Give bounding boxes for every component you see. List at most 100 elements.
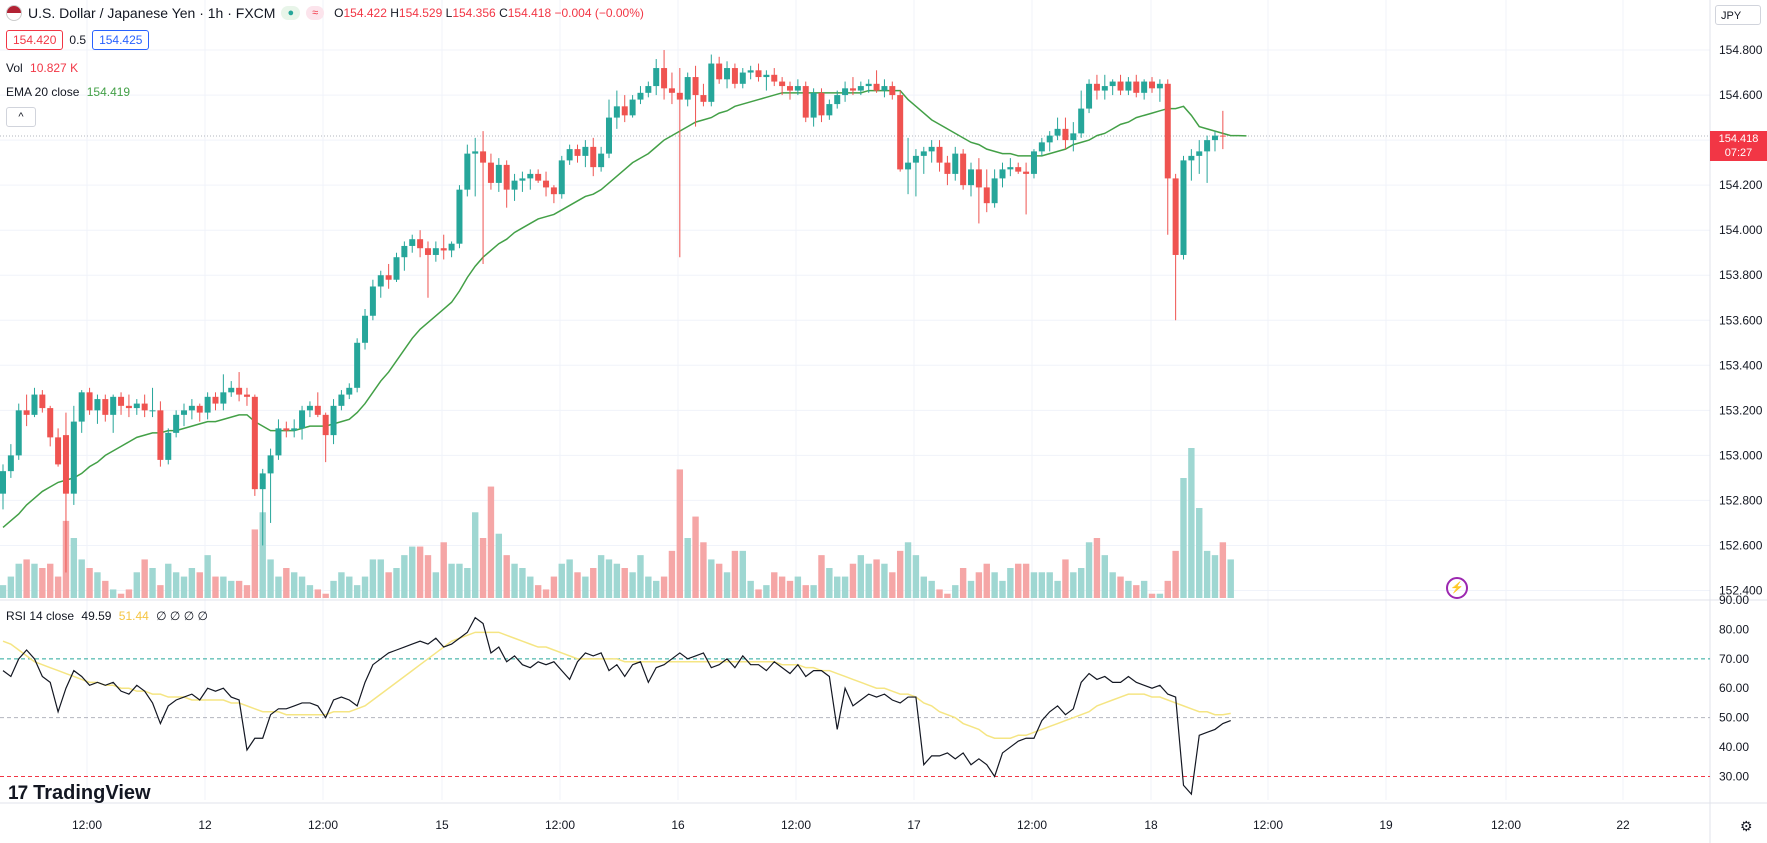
- volume-bar: [904, 542, 912, 598]
- volume-bar: [220, 576, 227, 598]
- candle-body: [849, 88, 856, 91]
- volume-bar: [983, 563, 990, 598]
- volume-bar: [889, 572, 896, 598]
- volume-bar: [353, 585, 361, 598]
- open-label: O: [334, 6, 344, 20]
- volume-bar: [1077, 568, 1085, 598]
- volume-bar: [330, 580, 337, 598]
- candle-body: [944, 162, 951, 174]
- candle-body: [118, 396, 125, 406]
- volume-bar: [243, 585, 251, 598]
- volume-legend[interactable]: Vol 10.827 K: [6, 61, 78, 75]
- candle-body: [125, 405, 132, 409]
- candle-body: [141, 403, 148, 411]
- price-tick-label: 154.000: [1719, 223, 1763, 237]
- volume-bar: [975, 572, 983, 598]
- candle-body: [181, 410, 188, 415]
- ema-legend[interactable]: EMA 20 close 154.419: [6, 85, 130, 99]
- candle-body: [629, 99, 636, 116]
- rsi-tick-label: 40.00: [1719, 740, 1749, 754]
- candle-body: [566, 149, 573, 161]
- volume-bar: [133, 572, 140, 598]
- volume-bar: [1180, 478, 1187, 598]
- volume-bar: [1148, 593, 1156, 598]
- usd-flag-icon: [6, 5, 22, 21]
- volume-bar: [818, 555, 825, 598]
- market-status-icon[interactable]: ●: [281, 6, 301, 20]
- candle-body: [31, 394, 38, 415]
- volume-bar: [645, 576, 652, 598]
- open-value: 154.422: [343, 6, 387, 20]
- volume-bar: [590, 568, 597, 598]
- candle-body: [385, 275, 392, 280]
- volume-bar: [755, 589, 762, 598]
- volume-bar: [653, 580, 660, 598]
- candle-body: [236, 387, 243, 395]
- volume-bar: [1109, 572, 1116, 598]
- buy-button[interactable]: 154.425: [92, 30, 150, 50]
- rsi-legend[interactable]: RSI 14 close 49.59 51.44 ∅ ∅ ∅ ∅: [6, 609, 208, 623]
- price-tick-label: 153.000: [1719, 448, 1763, 462]
- currency-selector[interactable]: JPY: [1715, 5, 1761, 25]
- time-tick-label: 12:00: [545, 818, 575, 832]
- candle-body: [212, 396, 219, 404]
- volume-bar: [912, 555, 920, 598]
- candle-body: [834, 95, 841, 105]
- candle-body: [1086, 83, 1093, 109]
- volume-bar: [503, 555, 510, 598]
- collapse-legend-button[interactable]: ^: [6, 107, 36, 127]
- sell-button[interactable]: 154.420: [6, 30, 64, 50]
- volume-bar: [841, 576, 849, 598]
- alert-lightning-icon[interactable]: ⚡: [1446, 577, 1468, 599]
- volume-bar: [361, 576, 369, 598]
- volume-bar: [1101, 555, 1108, 598]
- candle-body: [432, 248, 439, 255]
- candle-body: [842, 88, 849, 96]
- volume-bar: [479, 538, 487, 598]
- candle-body: [794, 86, 801, 91]
- candle-body: [598, 153, 605, 168]
- price-tick-label: 154.200: [1719, 178, 1763, 192]
- time-tick-label: 15: [435, 818, 449, 832]
- volume-bar: [1196, 508, 1203, 598]
- volume-bar: [39, 568, 46, 598]
- candle-body: [1172, 178, 1179, 255]
- volume-bar: [23, 559, 30, 598]
- candle-body: [889, 86, 896, 96]
- candles[interactable]: [0, 50, 1226, 573]
- candle-body: [377, 275, 384, 287]
- volume-bar: [86, 568, 93, 598]
- time-tick-label: 12:00: [1017, 818, 1047, 832]
- tradingview-logo[interactable]: 17 TradingView: [8, 782, 151, 805]
- indicator-toggle-icon[interactable]: ≈: [306, 6, 325, 20]
- low-label: L: [445, 6, 453, 20]
- volume-bar: [1140, 580, 1148, 598]
- symbol-title[interactable]: U.S. Dollar / Japanese Yen · 1h · FXCM: [28, 5, 276, 21]
- candle-body: [165, 432, 172, 460]
- settings-gear-icon[interactable]: ⚙: [1740, 818, 1753, 834]
- volume-bar: [582, 576, 589, 598]
- volume-bar: [660, 576, 668, 598]
- high-value: 154.529: [398, 6, 443, 20]
- volume-bar: [70, 538, 78, 598]
- volume-bar: [102, 580, 109, 598]
- volume-bar: [810, 585, 817, 598]
- candle-body: [487, 162, 494, 183]
- candle-body: [314, 405, 321, 415]
- volume-bar: [393, 568, 400, 598]
- candle-body: [299, 410, 306, 429]
- volume-bars: [0, 448, 1234, 598]
- volume-bar: [629, 572, 636, 598]
- volume-bar: [967, 580, 975, 598]
- volume-bar: [731, 550, 739, 598]
- volume-bar: [495, 533, 503, 598]
- volume-bar: [149, 568, 156, 598]
- volume-bar: [165, 563, 172, 598]
- candle-body: [1204, 140, 1211, 152]
- volume-bar: [235, 580, 243, 598]
- candle-body: [700, 95, 707, 102]
- price-tick-label: 154.600: [1719, 88, 1763, 102]
- candle-body: [448, 243, 455, 251]
- volume-bar: [865, 563, 872, 598]
